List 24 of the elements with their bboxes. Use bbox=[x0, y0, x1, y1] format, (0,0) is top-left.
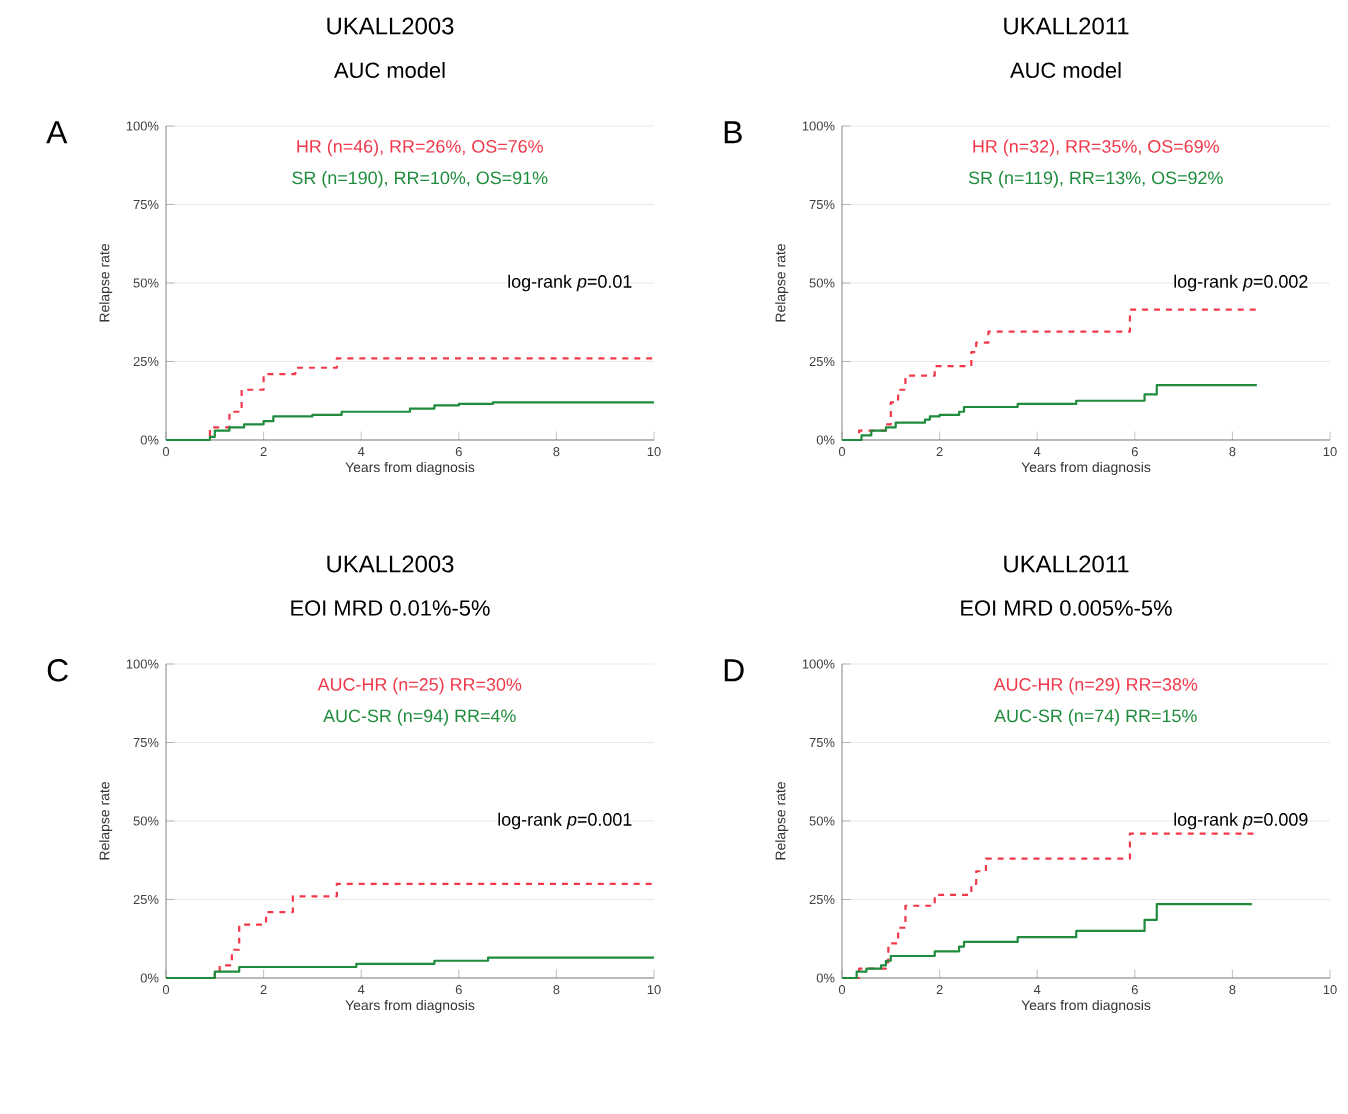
text: AUC-HR (n=25) RR=30% bbox=[317, 677, 522, 695]
chart-subtitle: AUC model bbox=[1010, 61, 1121, 79]
annotation: log-rank p=0.01 bbox=[508, 274, 632, 292]
text: D bbox=[724, 659, 744, 682]
text: AUC-SR (n=94) RR=4% bbox=[323, 709, 516, 726]
text: AUC-SR (n=74) RR=15% bbox=[994, 709, 1197, 726]
text: A bbox=[46, 121, 68, 144]
text: SR (n=119), RR=13%, OS=92% bbox=[968, 171, 1223, 188]
text: SR (n=190), RR=10%, OS=91% bbox=[292, 171, 548, 188]
annotation: log-rank p=0.001 bbox=[498, 812, 632, 830]
chart-title: UKALL2011 bbox=[1004, 555, 1129, 573]
chart-title: UKALL2011 bbox=[1004, 17, 1129, 35]
text: C bbox=[47, 659, 68, 682]
text: HR (n=32), RR=35%, OS=69% bbox=[973, 139, 1219, 157]
chart-subtitle: AUC model bbox=[334, 61, 445, 79]
text: AUC-HR (n=29) RR=38% bbox=[993, 677, 1198, 695]
chart-title: UKALL2003 bbox=[327, 555, 454, 573]
chart-subtitle: EOI MRD 0.005%-5% bbox=[961, 600, 1172, 616]
chart-subtitle: EOI MRD 0.01%-5% bbox=[291, 600, 490, 616]
annotation: log-rank p=0.009 bbox=[1174, 812, 1308, 830]
annotation: log-rank p=0.002 bbox=[1174, 274, 1308, 292]
text: HR (n=46), RR=26%, OS=76% bbox=[297, 139, 543, 157]
chart-title: UKALL2003 bbox=[327, 17, 454, 35]
text: B bbox=[724, 121, 742, 144]
